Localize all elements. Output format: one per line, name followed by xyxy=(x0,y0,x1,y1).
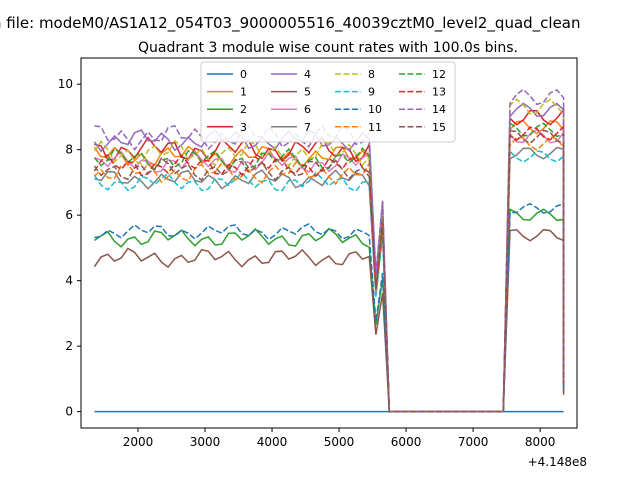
series-line-11 xyxy=(93,135,565,413)
axes-frame xyxy=(80,57,578,429)
legend-label: 2 xyxy=(240,103,247,116)
series-line-13 xyxy=(93,124,565,413)
series-line-9 xyxy=(93,149,565,413)
legend-label: 3 xyxy=(240,121,247,134)
figure-suptitle: n file: modeM0/AS1A12_054T03_9000005516_… xyxy=(0,14,581,33)
x-tick-label: 8000 xyxy=(525,435,556,449)
series-line-3 xyxy=(94,107,565,413)
legend-label: 10 xyxy=(368,103,382,116)
series-line-10 xyxy=(94,202,565,413)
legend-label: 13 xyxy=(432,86,446,99)
series-line-5 xyxy=(93,228,565,413)
x-axis-offset-label: +4.148e8 xyxy=(528,455,587,469)
y-axis: 0 2 4 6 8 10 xyxy=(58,77,81,419)
legend-label: 1 xyxy=(240,86,247,99)
legend-label: 5 xyxy=(304,86,311,99)
x-tick-label: 4000 xyxy=(257,435,288,449)
legend-label: 0 xyxy=(240,68,247,81)
legend-label: 9 xyxy=(368,86,375,99)
x-tick-label: 7000 xyxy=(458,435,489,449)
y-tick-label: 4 xyxy=(65,274,73,288)
plot-area xyxy=(93,88,565,413)
legend-label: 4 xyxy=(304,68,311,81)
legend-label: 11 xyxy=(368,121,382,134)
y-tick-label: 8 xyxy=(65,143,73,157)
chart-title: Quadrant 3 module wise count rates with … xyxy=(138,40,518,56)
series-line-6 xyxy=(94,128,565,413)
legend-label: 8 xyxy=(368,68,375,81)
legend-label: 14 xyxy=(432,103,446,116)
x-tick-label: 5000 xyxy=(324,435,355,449)
y-tick-label: 10 xyxy=(58,77,73,91)
y-tick-label: 2 xyxy=(65,339,73,353)
x-tick-label: 6000 xyxy=(391,435,422,449)
legend-label: 15 xyxy=(432,121,446,134)
legend-label: 6 xyxy=(304,103,311,116)
x-axis: 2000 3000 4000 5000 6000 7000 8000 xyxy=(123,428,556,449)
series-line-7 xyxy=(94,146,565,413)
y-tick-label: 6 xyxy=(65,208,73,222)
x-tick-label: 3000 xyxy=(190,435,221,449)
y-tick-label: 0 xyxy=(65,405,73,419)
series-line-15 xyxy=(93,129,565,413)
x-tick-label: 2000 xyxy=(123,435,154,449)
legend-label: 12 xyxy=(432,68,446,81)
legend-box xyxy=(200,61,456,143)
legend-label: 7 xyxy=(304,121,311,134)
series-line-2 xyxy=(93,208,565,413)
